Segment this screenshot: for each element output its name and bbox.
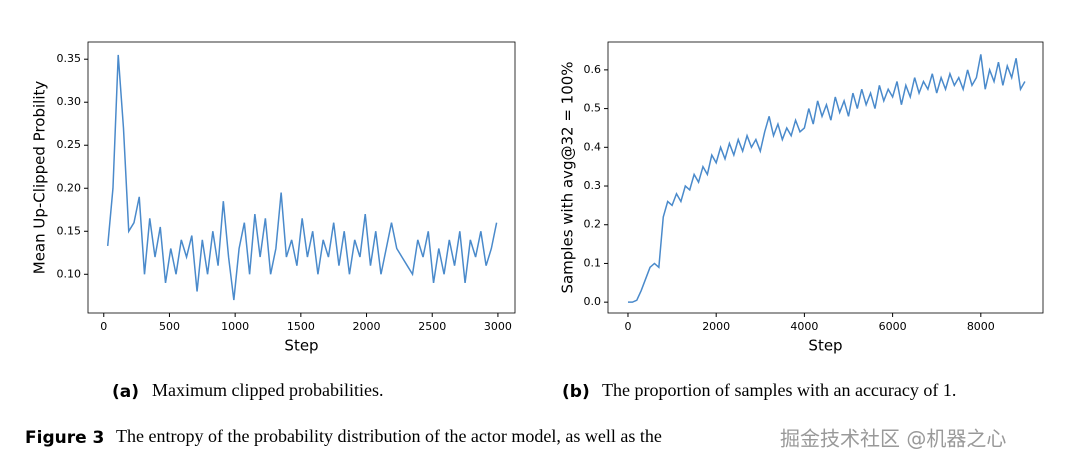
x-tick-label: 3000	[484, 320, 512, 333]
y-tick-label: 0.4	[584, 140, 602, 153]
y-tick-label: 0.0	[584, 295, 602, 308]
caption: The proportion of samples with an accura…	[602, 380, 956, 400]
plot-frame	[87, 41, 516, 314]
y-tick-label: 0.25	[57, 138, 82, 151]
x-tick-label: 1000	[221, 320, 249, 333]
y-axis-label: Mean Up-Clipped Probility	[31, 81, 49, 275]
caption-label: (b)	[562, 382, 590, 402]
x-tick-label: 500	[159, 320, 180, 333]
y-tick-label: 0.15	[57, 224, 82, 237]
x-axis-label: Step	[808, 337, 842, 355]
y-tick-label: 0.20	[57, 181, 82, 194]
x-tick-label: 0	[624, 320, 631, 333]
line-series	[627, 54, 1026, 303]
line-series	[106, 54, 498, 301]
x-tick-label: 2000	[353, 320, 381, 333]
x-tick-label: 8000	[967, 320, 995, 333]
x-tick-label: 6000	[879, 320, 907, 333]
y-tick-label: 0.30	[57, 95, 82, 108]
x-tick-label: 2500	[418, 320, 446, 333]
x-tick-label: 1500	[287, 320, 315, 333]
y-tick-label: 0.35	[57, 52, 82, 65]
y-tick-label: 0.1	[584, 256, 602, 269]
y-axis-label: Samples with avg@32 = 100%	[559, 61, 577, 293]
caption: Maximum clipped probabilities.	[152, 380, 383, 400]
y-tick-label: 0.10	[57, 267, 82, 280]
x-tick-label: 0	[100, 320, 107, 333]
x-axis-label: Step	[284, 337, 318, 355]
x-tick-label: 2000	[702, 320, 730, 333]
plot-frame	[607, 41, 1044, 314]
x-tick-label: 4000	[790, 320, 818, 333]
caption-label: (a)	[112, 382, 139, 402]
figure-caption-label: Figure 3	[25, 428, 104, 448]
y-tick-label: 0.5	[584, 102, 602, 115]
figure-caption: The entropy of the probability distribut…	[116, 426, 662, 446]
y-tick-label: 0.6	[584, 63, 602, 76]
watermark: 掘金技术社区 @机器之心	[780, 427, 1006, 451]
y-tick-label: 0.2	[584, 218, 602, 231]
y-tick-label: 0.3	[584, 179, 602, 192]
